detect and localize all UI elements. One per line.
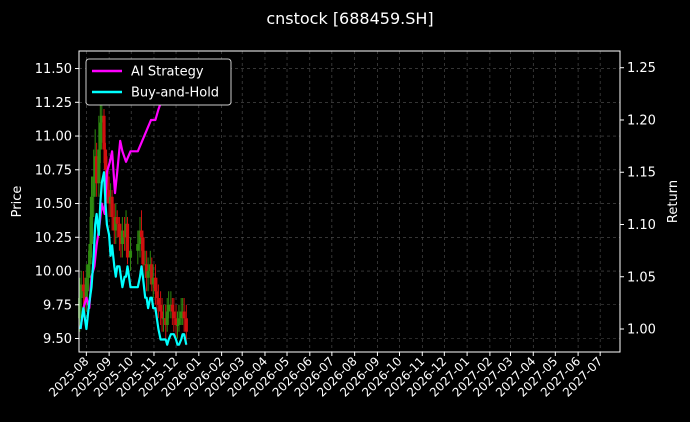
candle-body	[175, 325, 180, 327]
legend: AI Strategy Buy-and-Hold	[85, 58, 232, 106]
left-tick-label: 10.75	[35, 163, 72, 178]
candle-body	[182, 311, 186, 319]
candle-body	[146, 271, 150, 278]
legend-box	[85, 58, 232, 106]
legend-label-buy-and-hold: Buy-and-Hold	[131, 86, 219, 101]
candle-body	[79, 284, 83, 299]
candle-body	[170, 304, 174, 312]
candle-body	[160, 311, 164, 319]
right-axis: 1.00 1.05 1.10 1.15 1.20 1.25	[620, 61, 656, 338]
right-tick-label: 1.10	[627, 218, 656, 233]
candle-body	[151, 277, 155, 285]
right-tick-label: 1.00	[627, 323, 656, 338]
y-axis-label-left: Price	[10, 186, 25, 218]
candle-body	[88, 244, 92, 265]
candle-body	[120, 230, 124, 245]
left-tick-label: 10.50	[35, 197, 72, 212]
candle-body	[86, 264, 91, 278]
left-axis: 9.50 9.75 10.00 10.25 10.50 10.75 11.00 11.25 11…	[35, 62, 79, 347]
right-tick-label: 1.15	[627, 166, 656, 181]
right-tick-label: 1.25	[627, 61, 656, 76]
candle-body	[150, 264, 154, 285]
candle-body	[84, 277, 88, 305]
candle-body	[92, 176, 96, 197]
candle-body	[98, 122, 102, 150]
candle-body	[89, 196, 94, 245]
left-tick-label: 9.75	[43, 298, 72, 313]
candle-body	[78, 298, 82, 319]
left-tick-label: 11.00	[35, 130, 72, 145]
candle-body	[103, 149, 108, 170]
candle-body	[81, 284, 86, 292]
left-tick-label: 11.25	[35, 96, 72, 111]
left-tick-label: 11.50	[35, 62, 72, 77]
candle-body	[161, 318, 166, 320]
left-tick-label: 9.50	[43, 332, 72, 347]
candle-body	[125, 223, 130, 258]
candle-body	[139, 230, 144, 238]
candle-body	[172, 311, 176, 319]
right-tick-label: 1.20	[627, 113, 656, 128]
candle-body	[167, 304, 171, 312]
candle-body	[165, 311, 169, 326]
chart-title: cnstock [688459.SH]	[266, 9, 433, 28]
candle-body	[141, 237, 145, 265]
candle-body	[184, 318, 188, 332]
candle-body	[110, 196, 114, 218]
candle-body	[102, 115, 106, 150]
candle-body	[115, 217, 119, 224]
candle-body	[156, 298, 160, 305]
candle-body	[100, 115, 104, 123]
legend-label-ai-strategy: AI Strategy	[131, 65, 204, 80]
candle-body	[177, 318, 181, 326]
candle-body	[95, 156, 99, 184]
candle-body	[174, 318, 178, 326]
candle-body	[155, 291, 159, 299]
plot-frame	[78, 50, 621, 353]
candle-body	[128, 250, 133, 258]
y-axis-label-right: Return	[666, 180, 681, 223]
series-line-buy-and-hold	[79, 171, 188, 346]
candle-body	[136, 244, 140, 251]
candle-body	[179, 311, 183, 319]
candle-body	[97, 149, 101, 184]
right-tick-label: 1.05	[627, 270, 656, 285]
candle-body	[117, 223, 122, 238]
left-tick-label: 10.25	[35, 231, 72, 246]
candle-body	[158, 304, 163, 312]
candle-body	[153, 277, 158, 292]
left-tick-label: 10.00	[35, 265, 72, 280]
